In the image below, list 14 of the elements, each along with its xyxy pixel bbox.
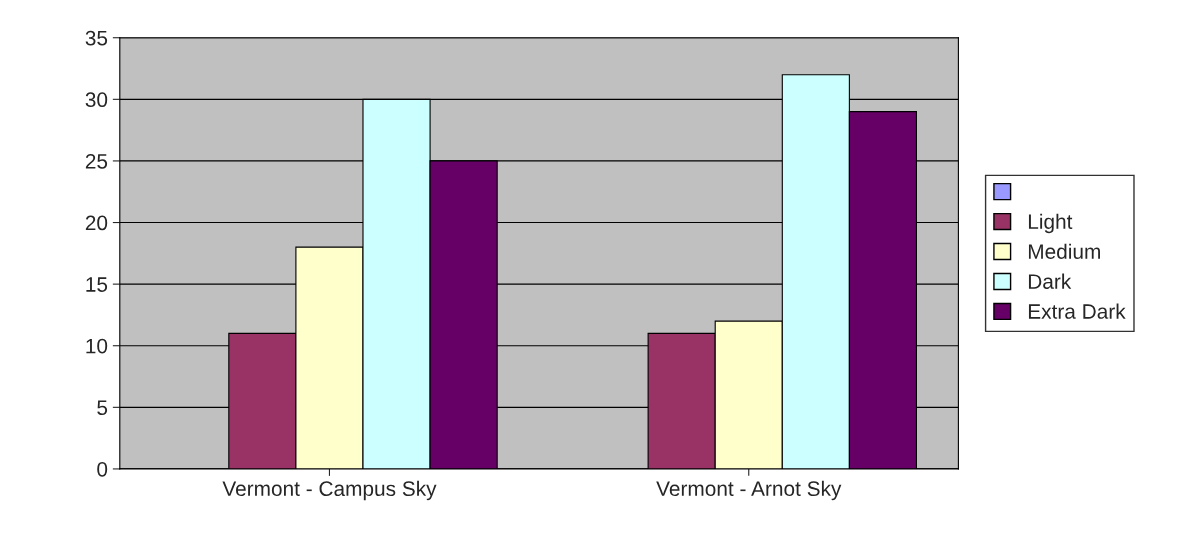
y-tick-label: 25 [85, 153, 108, 169]
y-tick-label: 20 [85, 215, 108, 231]
y-tick-label: 10 [86, 338, 108, 354]
x-tick-label: Vermont - Campus Sky [222, 480, 437, 501]
y-tick-label: 35 [85, 30, 108, 46]
y-tick-label: 5 [97, 400, 108, 416]
legend-label: Medium [1028, 243, 1100, 259]
legend-label: Extra Dark [1028, 303, 1126, 319]
y-tick-label: 30 [85, 92, 108, 108]
x-tick-label: Vermont - Arnot Sky [656, 480, 842, 501]
legend-label: Light [1028, 213, 1073, 234]
y-tick-label: 15 [86, 277, 108, 292]
y-tick-label: 0 [97, 461, 108, 477]
legend-label: Dark [1028, 273, 1072, 289]
